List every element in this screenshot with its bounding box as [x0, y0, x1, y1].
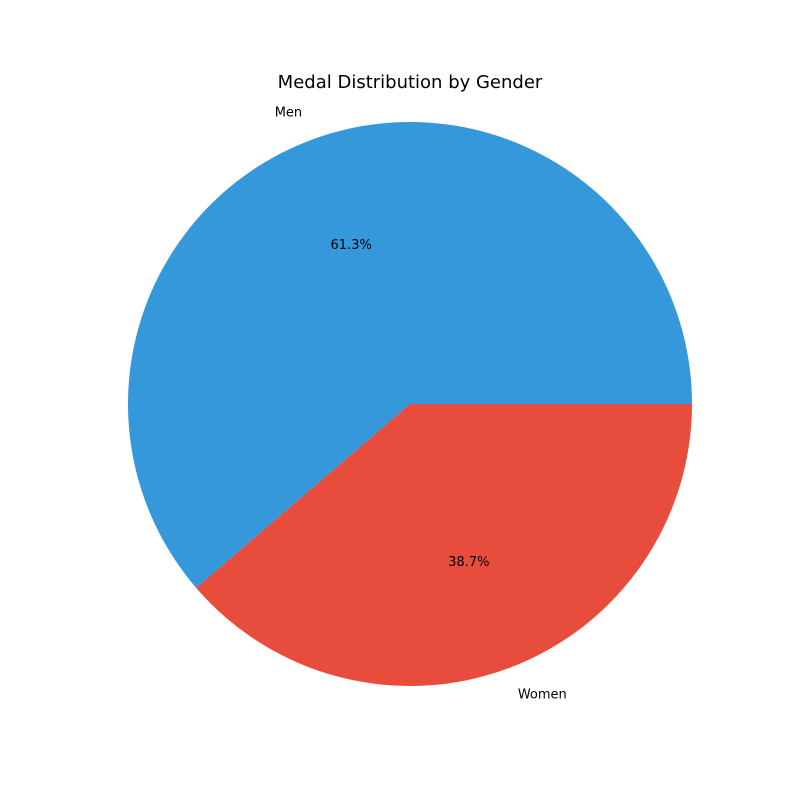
pie-slices [127, 121, 692, 686]
pie-slice-men [127, 121, 692, 588]
slice-percent-women: 38.7% [448, 555, 489, 570]
slice-label-men: Men [275, 106, 302, 121]
pie-slice-women [196, 404, 692, 686]
slice-label-women: Women [518, 687, 567, 702]
slice-percent-men: 61.3% [331, 238, 372, 253]
chart-title: Medal Distribution by Gender [278, 72, 543, 93]
pie-labels: Men 61.3% Women 38.7% [275, 106, 567, 703]
